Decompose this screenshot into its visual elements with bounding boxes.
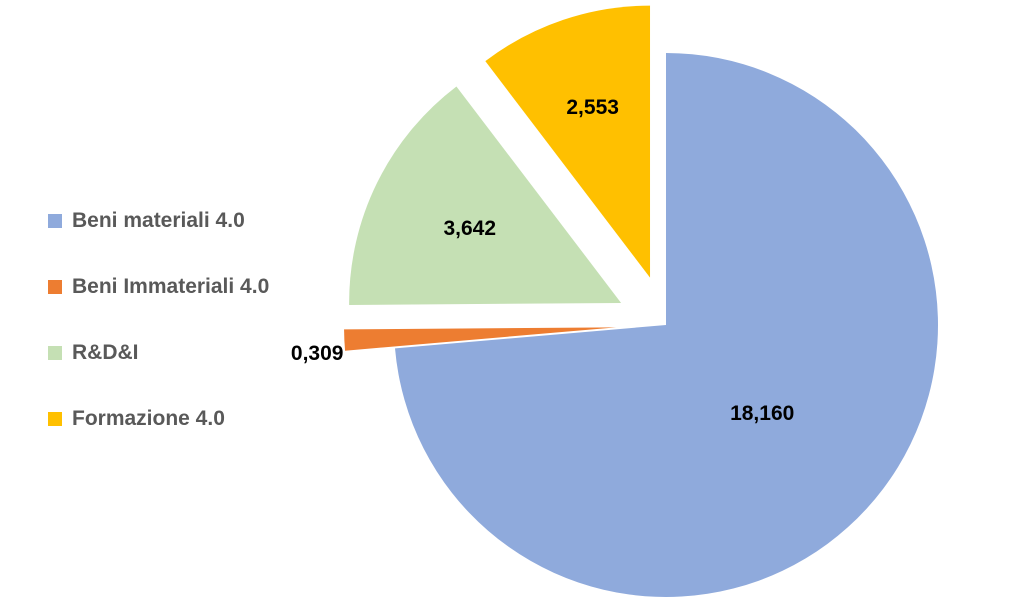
slice-rdi: [349, 86, 622, 305]
legend-label: Beni Immateriali 4.0: [72, 275, 270, 298]
data-label-rdi: 3,642: [443, 217, 496, 240]
data-label-beni-materiali: 18,160: [730, 402, 794, 425]
legend-entry-beni-immateriali: Beni Immateriali 4.0: [48, 254, 269, 320]
legend-label: R&D&I: [72, 341, 139, 364]
legend-swatch: [48, 346, 62, 360]
legend-entry-beni-materiali: Beni materiali 4.0: [48, 188, 269, 254]
legend-label: Beni materiali 4.0: [72, 209, 245, 232]
legend-swatch: [48, 214, 62, 228]
legend-swatch: [48, 280, 62, 294]
slice-beni-immateriali: [344, 327, 617, 351]
legend-entry-rdi: R&D&I: [48, 320, 269, 386]
chart-legend: Beni materiali 4.0 Beni Immateriali 4.0 …: [48, 188, 269, 452]
slice-beni-materiali: [395, 53, 939, 598]
data-label-formazione: 2,553: [566, 96, 619, 119]
legend-entry-formazione: Formazione 4.0: [48, 386, 269, 452]
slice-formazione: [485, 5, 651, 278]
data-label-beni-immateriali: 0,309: [291, 342, 344, 365]
legend-label: Formazione 4.0: [72, 407, 225, 430]
legend-swatch: [48, 412, 62, 426]
